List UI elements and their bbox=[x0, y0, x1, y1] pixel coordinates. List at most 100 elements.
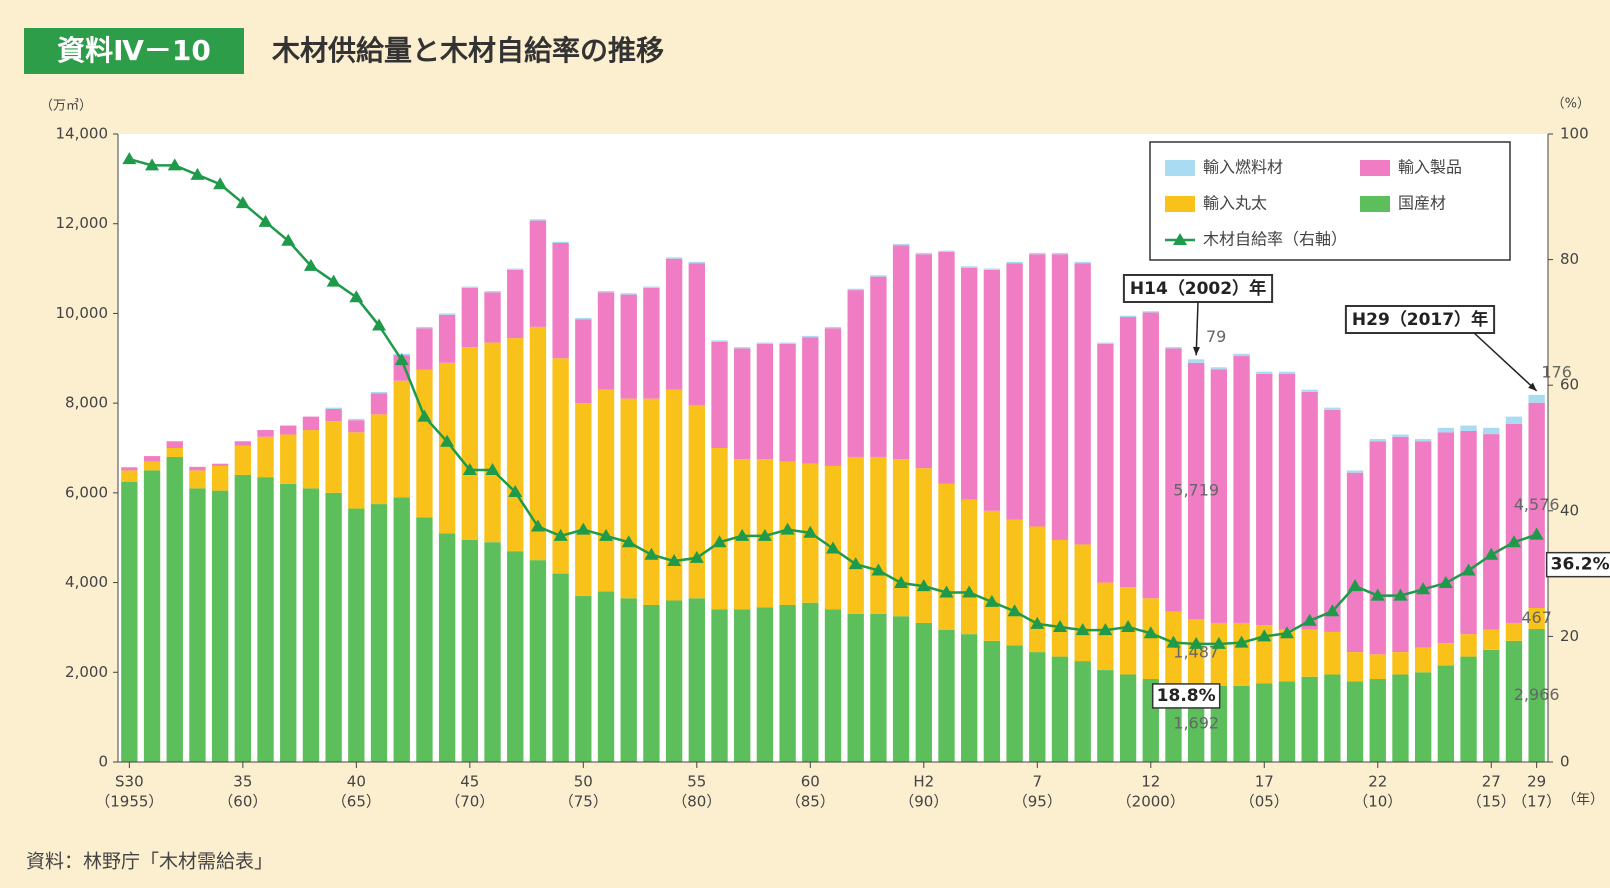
bar-segment bbox=[983, 510, 1001, 641]
bar-segment bbox=[1119, 317, 1137, 588]
bar-segment bbox=[1074, 544, 1091, 662]
x-tick-sublabel: （1955） bbox=[95, 793, 163, 811]
bar-segment bbox=[438, 533, 456, 762]
legend-swatch bbox=[1165, 196, 1195, 212]
line-marker bbox=[1279, 626, 1294, 639]
bar-segment bbox=[370, 504, 388, 762]
y-unit: （万㎥） bbox=[40, 99, 92, 114]
rate-label-group: 18.8% bbox=[1151, 683, 1221, 709]
bar-segment bbox=[1346, 681, 1364, 762]
bar-segment bbox=[348, 508, 365, 762]
line-marker bbox=[1007, 604, 1022, 617]
bar-segment bbox=[1119, 674, 1137, 762]
bar-segment bbox=[620, 294, 637, 399]
bar-segment bbox=[756, 343, 774, 460]
line-marker bbox=[462, 462, 477, 475]
bar-segment bbox=[575, 317, 592, 320]
y2-tick-label: 40 bbox=[1560, 501, 1579, 519]
bar-segment bbox=[756, 607, 774, 762]
line-marker bbox=[848, 557, 863, 570]
bar-segment bbox=[938, 629, 955, 762]
legend-label: 木材自給率（右軸） bbox=[1203, 230, 1347, 249]
bar-segment bbox=[1437, 643, 1455, 666]
bar-segment bbox=[325, 408, 342, 422]
line-marker bbox=[644, 547, 659, 560]
bar-segment bbox=[1483, 434, 1500, 630]
callout-box bbox=[1344, 305, 1496, 334]
bar-segment bbox=[779, 605, 796, 762]
callout-arrowhead bbox=[1192, 346, 1200, 356]
bar-segment bbox=[1006, 645, 1023, 762]
bar-segment bbox=[1301, 676, 1318, 762]
bar-segment bbox=[280, 425, 297, 435]
bar-segment bbox=[416, 328, 433, 370]
bar-segment bbox=[1278, 629, 1296, 682]
rate-label: 36.2% bbox=[1551, 555, 1610, 575]
bar-segment bbox=[779, 343, 796, 462]
bar-segment bbox=[734, 609, 751, 762]
line-marker bbox=[621, 535, 636, 548]
bar-segment bbox=[1483, 629, 1500, 650]
x-tick-label: 35 bbox=[233, 773, 252, 791]
x-tick-sublabel: （17） bbox=[1512, 793, 1561, 811]
x-tick-sublabel: （95） bbox=[1013, 793, 1062, 811]
bar-segment bbox=[1301, 389, 1318, 392]
bar-segment bbox=[325, 492, 342, 762]
bar-segment bbox=[597, 291, 615, 293]
bar-segment bbox=[1505, 416, 1523, 424]
bar-segment bbox=[166, 441, 183, 448]
line-marker bbox=[871, 563, 886, 576]
y2-tick-label: 60 bbox=[1560, 376, 1579, 394]
x-tick-label: 27 bbox=[1482, 773, 1501, 791]
line-marker bbox=[190, 167, 205, 180]
x-tick-label: 7 bbox=[1033, 773, 1043, 791]
bar-segment bbox=[643, 286, 660, 288]
value-label: 1,692 bbox=[1173, 714, 1219, 733]
bar-segment bbox=[1278, 373, 1296, 630]
line-marker bbox=[984, 594, 999, 607]
bar-segment bbox=[552, 573, 569, 762]
bar-segment bbox=[983, 640, 1001, 762]
bar-segment bbox=[961, 266, 978, 268]
x-unit: （年） bbox=[1562, 792, 1604, 808]
line-marker bbox=[803, 525, 818, 538]
legend-marker bbox=[1173, 233, 1187, 245]
line-marker bbox=[962, 585, 977, 598]
line-marker bbox=[1393, 588, 1408, 601]
bar-segment bbox=[892, 616, 910, 762]
line-marker bbox=[1143, 626, 1158, 639]
bar-segment bbox=[1437, 665, 1455, 762]
x-tick-sublabel: （75） bbox=[559, 793, 608, 811]
line-marker bbox=[417, 409, 432, 422]
y-tick-label: 4,000 bbox=[65, 573, 108, 591]
bar-segment bbox=[1233, 353, 1250, 357]
x-tick-label: S30 bbox=[115, 773, 144, 791]
bar-segment bbox=[665, 257, 683, 259]
bar-segment bbox=[961, 634, 978, 762]
bar-segment bbox=[166, 448, 183, 457]
bar-segment bbox=[1460, 656, 1477, 762]
bar-segment bbox=[529, 326, 547, 561]
bar-segment bbox=[1414, 672, 1432, 762]
x-tick-label: 12 bbox=[1141, 773, 1160, 791]
x-tick-label: H2 bbox=[913, 773, 934, 791]
legend-box bbox=[1149, 141, 1511, 261]
line-marker bbox=[757, 528, 772, 541]
line-marker bbox=[303, 258, 318, 271]
line-marker bbox=[508, 484, 523, 497]
line-marker bbox=[826, 541, 840, 554]
bar-segment bbox=[1210, 622, 1228, 686]
y-tick-label: 14,000 bbox=[56, 125, 109, 143]
x-tick-label: 22 bbox=[1368, 773, 1387, 791]
bar-segment bbox=[983, 268, 1001, 270]
legend-swatch bbox=[1360, 160, 1390, 176]
bar-segment bbox=[1483, 427, 1500, 435]
bar-segment bbox=[870, 456, 887, 614]
badge-box bbox=[24, 28, 244, 74]
y-tick-label: 8,000 bbox=[65, 394, 108, 412]
bar-segment bbox=[711, 448, 728, 610]
bar-segment bbox=[121, 470, 138, 482]
bar-segment bbox=[597, 591, 615, 762]
bar-segment bbox=[1278, 681, 1296, 762]
bar-segment bbox=[597, 389, 615, 592]
